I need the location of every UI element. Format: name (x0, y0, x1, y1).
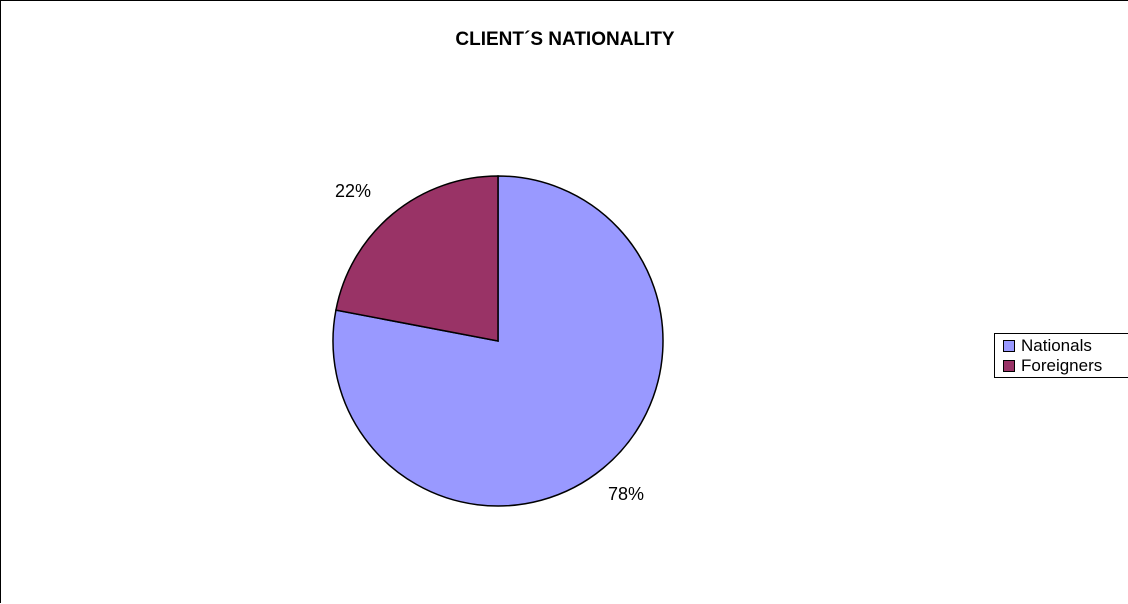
legend-label-nationals: Nationals (1021, 336, 1092, 355)
legend-swatch-nationals (1003, 340, 1015, 352)
legend-item-foreigners: Foreigners (1003, 356, 1103, 375)
pie-label-nationals: 78% (608, 484, 644, 504)
legend-item-nationals: Nationals (1003, 336, 1092, 355)
legend-swatch-foreigners (1003, 360, 1015, 372)
pie-label-foreigners: 22% (335, 181, 371, 201)
pie-slice-nationals (332, 175, 664, 507)
chart-title: CLIENT´S NATIONALITY (455, 29, 675, 50)
legend-label-foreigners: Foreigners (1021, 356, 1103, 375)
legend: Nationals Foreigners (994, 333, 1128, 378)
pie-slice-foreigners (335, 175, 499, 342)
